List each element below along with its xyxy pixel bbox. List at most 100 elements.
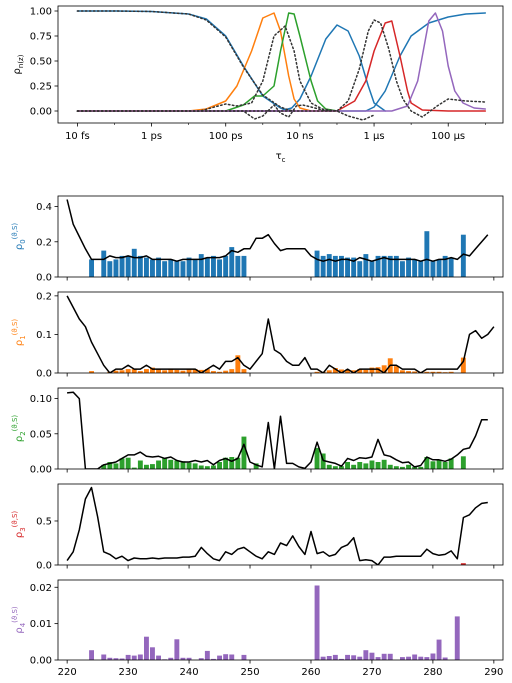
panel-2-bar-38: [393, 466, 399, 469]
panel-4-bar-10: [156, 655, 161, 660]
panel-1-bar-20: [223, 370, 229, 373]
panel-2-bar-7: [144, 464, 149, 469]
panel-4-ylabel: ρ4(ϑ,S): [11, 606, 27, 634]
panel-4-bar-38: [412, 654, 418, 660]
top-series-1: [76, 24, 386, 112]
top-series-4: [76, 12, 338, 112]
panel-0-bar-29: [339, 255, 344, 277]
panel-2-frame: [57, 387, 504, 470]
panel-0-group: [66, 199, 489, 277]
panel-1-bar-6: [137, 371, 143, 373]
panel-4-bar-19: [217, 655, 222, 660]
panel-4-bar-25: [326, 656, 332, 660]
panel-1-bar-0: [89, 371, 94, 373]
panel-4-bar-8: [144, 636, 149, 660]
panel-0-bar-21: [223, 255, 229, 277]
panel-1-bar-13: [180, 370, 186, 373]
panel-1-bar-23: [241, 369, 247, 373]
panel-4-bar-36: [400, 657, 405, 660]
panel-1-bar-3: [119, 370, 125, 373]
top-axes-frame: [57, 5, 504, 124]
panel-2-group: [67, 391, 488, 469]
panel-1-bar-35: [381, 365, 387, 373]
bottom-xtick-label-6: 280: [423, 667, 442, 678]
top-xtick-label-3: 10 ns: [286, 131, 313, 142]
panel-2-bar-36: [381, 459, 387, 469]
panel-4-ytick-label-2: 0.02: [30, 583, 52, 594]
panel-4-bar-40: [424, 657, 430, 660]
panel-1-bar-2: [113, 370, 119, 373]
panel-2-ytick-label-0: 0.00: [30, 465, 52, 476]
panel-2-ytick-label-2: 0.10: [30, 394, 52, 405]
panel-1-bar-9: [156, 369, 161, 373]
panel-1-bar-30: [351, 370, 357, 373]
top-series-6: [76, 12, 487, 112]
panel-1-bar-15: [192, 369, 198, 373]
panel-2-bar-27: [326, 464, 332, 469]
panel-3-ylabel: ρ3(ϑ,S): [11, 511, 27, 539]
panel-1-bar-22: [235, 355, 241, 373]
panel-2-ylabel: ρ2(ϑ,S): [11, 415, 27, 443]
panel-2-bar-28: [332, 466, 338, 469]
panel-1-bar-5: [131, 369, 137, 373]
panel-4-bar-4: [119, 658, 125, 660]
panel-2-bar-45: [436, 460, 442, 469]
panel-4-bar-31: [363, 650, 369, 660]
panel-0-ytick-label-1: 0.2: [36, 237, 52, 248]
panel-0-bar-35: [375, 255, 381, 277]
panel-1-group: [66, 295, 495, 373]
panel-4-ylabel-text: ρ4(ϑ,S): [11, 606, 27, 634]
panel-2-bar-20: [223, 457, 229, 469]
panel-4-bar-28: [345, 654, 350, 660]
panel-4-bar-9: [150, 647, 155, 660]
panel-0-bar-48: [460, 234, 466, 277]
panel-0-bar-37: [387, 255, 393, 277]
panel-1-bar-40: [412, 371, 418, 373]
panel-1-bar-32: [363, 369, 369, 373]
panel-2-bar-5: [131, 467, 137, 469]
panel-1-bar-39: [406, 371, 411, 373]
panel-1-bar-47: [460, 357, 466, 373]
panel-0-bar-2: [107, 261, 113, 277]
panel-2-line: [67, 391, 488, 469]
panel-0-bar-10: [156, 257, 161, 277]
panel-2-bar-42: [418, 466, 424, 469]
panel-4-bar-43: [442, 657, 448, 660]
panel-1-bar-16: [198, 369, 204, 373]
panel-0-bar-1: [101, 250, 107, 277]
panel-0-bar-22: [229, 247, 235, 277]
panel-2-bar-15: [192, 463, 198, 469]
panel-1-bar-10: [162, 370, 168, 373]
panel-0-bar-33: [363, 254, 369, 277]
panel-0-bar-39: [400, 261, 405, 277]
panel-2-bar-46: [442, 462, 448, 469]
bottom-xtick-label-0: 220: [58, 667, 77, 678]
panel-0-bar-30: [345, 257, 350, 277]
top-ytick-label-1: 0.25: [30, 82, 52, 93]
panel-0-bar-19: [211, 255, 216, 277]
panel-0-bar-45: [436, 259, 442, 277]
panel-1-bar-11: [168, 369, 174, 373]
panel-4-bar-3: [113, 658, 119, 660]
panel-2-bar-41: [412, 466, 418, 469]
panel-1-bar-21: [229, 369, 235, 373]
top-series-10: [76, 19, 487, 118]
bottom-xtick-label-4: 260: [301, 667, 320, 678]
panel-2-bar-10: [162, 458, 168, 469]
panel-2-bar-40: [406, 464, 411, 469]
panel-2-bar-43: [424, 457, 430, 469]
panel-0-bar-34: [369, 261, 375, 277]
panel-2-bar-9: [156, 460, 161, 469]
panel-1-ylabel-text: ρ1(ϑ,S): [11, 319, 27, 347]
top-series-8: [76, 25, 375, 121]
panel-4-bar-23: [314, 585, 320, 660]
panel-1-bar-14: [186, 369, 192, 373]
panel-0-bar-16: [192, 259, 198, 277]
panel-4-bar-29: [351, 655, 357, 660]
panel-1-line: [66, 295, 495, 373]
bottom-xtick-label-7: 290: [484, 667, 503, 678]
panel-2-bar-44: [430, 461, 436, 469]
panel-4-bar-13: [174, 639, 180, 660]
bottom-xtick-label-2: 240: [180, 667, 199, 678]
panel-0-bar-44: [430, 261, 436, 277]
